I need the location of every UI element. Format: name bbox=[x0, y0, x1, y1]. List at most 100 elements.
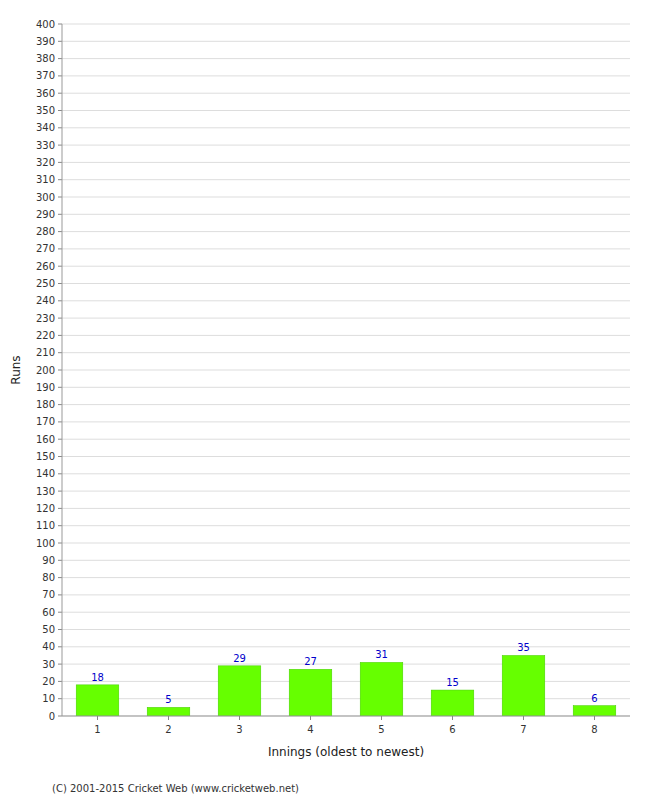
y-tick bbox=[58, 197, 62, 198]
y-tick bbox=[58, 473, 62, 474]
grid-line bbox=[62, 421, 630, 422]
y-tick-label: 10 bbox=[42, 693, 55, 704]
grid-line bbox=[62, 525, 630, 526]
y-tick bbox=[58, 698, 62, 699]
y-tick-label: 390 bbox=[36, 36, 55, 47]
grid-line bbox=[62, 629, 630, 630]
y-tick-label: 60 bbox=[42, 607, 55, 618]
x-tick bbox=[452, 716, 453, 720]
y-tick-label: 80 bbox=[42, 572, 55, 583]
x-tick-label: 3 bbox=[236, 724, 242, 735]
grid-line bbox=[62, 283, 630, 284]
y-tick-label: 140 bbox=[36, 468, 55, 479]
grid-line bbox=[62, 75, 630, 76]
y-tick-label: 0 bbox=[49, 711, 55, 722]
data-label: 5 bbox=[165, 694, 171, 705]
y-tick-label: 240 bbox=[36, 295, 55, 306]
y-tick bbox=[58, 75, 62, 76]
x-tick-label: 4 bbox=[307, 724, 313, 735]
y-tick bbox=[58, 456, 62, 457]
x-tick bbox=[523, 716, 524, 720]
grid-line bbox=[62, 352, 630, 353]
grid-line bbox=[62, 179, 630, 180]
y-tick bbox=[58, 387, 62, 388]
grid-line bbox=[62, 231, 630, 232]
y-tick-label: 370 bbox=[36, 70, 55, 81]
grid-line bbox=[62, 612, 630, 613]
y-tick-label: 150 bbox=[36, 451, 55, 462]
y-tick-label: 120 bbox=[36, 503, 55, 514]
data-label: 35 bbox=[517, 642, 530, 653]
y-tick-label: 340 bbox=[36, 122, 55, 133]
y-tick-label: 260 bbox=[36, 261, 55, 272]
y-tick bbox=[58, 594, 62, 595]
y-tick bbox=[58, 231, 62, 232]
y-tick bbox=[58, 300, 62, 301]
grid-line bbox=[62, 127, 630, 128]
x-tick-label: 6 bbox=[449, 724, 455, 735]
grid-line bbox=[62, 491, 630, 492]
grid bbox=[62, 24, 630, 716]
grid-line bbox=[62, 300, 630, 301]
y-tick-label: 190 bbox=[36, 382, 55, 393]
grid-line bbox=[62, 508, 630, 509]
grid-line bbox=[62, 543, 630, 544]
y-tick bbox=[58, 145, 62, 146]
y-tick-label: 350 bbox=[36, 105, 55, 116]
grid-line bbox=[62, 214, 630, 215]
grid-line bbox=[62, 473, 630, 474]
y-tick bbox=[58, 335, 62, 336]
x-axis: 12345678 bbox=[94, 716, 597, 735]
y-tick bbox=[58, 439, 62, 440]
grid-line bbox=[62, 577, 630, 578]
y-tick-label: 250 bbox=[36, 278, 55, 289]
y-tick bbox=[58, 41, 62, 42]
bar bbox=[573, 706, 616, 716]
y-tick bbox=[58, 543, 62, 544]
y-tick bbox=[58, 421, 62, 422]
y-tick-label: 300 bbox=[36, 192, 55, 203]
y-tick-label: 360 bbox=[36, 88, 55, 99]
x-tick-label: 1 bbox=[94, 724, 100, 735]
bar bbox=[147, 707, 190, 716]
y-tick-label: 200 bbox=[36, 365, 55, 376]
bar bbox=[289, 669, 332, 716]
bar bbox=[431, 690, 474, 716]
data-label: 18 bbox=[91, 672, 104, 683]
y-axis-label: Runs bbox=[9, 355, 23, 384]
grid-line bbox=[62, 58, 630, 59]
y-tick-label: 270 bbox=[36, 243, 55, 254]
x-tick bbox=[239, 716, 240, 720]
bar bbox=[218, 666, 261, 716]
y-tick bbox=[58, 248, 62, 249]
data-label: 27 bbox=[304, 656, 317, 667]
y-tick-label: 90 bbox=[42, 555, 55, 566]
grid-line bbox=[62, 594, 630, 595]
footer: (C) 2001-2015 Cricket Web (www.cricketwe… bbox=[52, 783, 299, 794]
y-axis-line bbox=[62, 24, 63, 716]
data-label: 15 bbox=[446, 677, 459, 688]
y-tick bbox=[58, 525, 62, 526]
y-tick-label: 110 bbox=[36, 520, 55, 531]
y-tick-label: 310 bbox=[36, 174, 55, 185]
grid-line bbox=[62, 248, 630, 249]
y-tick bbox=[58, 612, 62, 613]
grid-line bbox=[62, 646, 630, 647]
grid-line bbox=[62, 456, 630, 457]
data-labels: 18529273115356 bbox=[91, 642, 598, 705]
y-tick bbox=[58, 577, 62, 578]
y-tick-label: 290 bbox=[36, 209, 55, 220]
grid-line bbox=[62, 162, 630, 163]
y-tick-label: 20 bbox=[42, 676, 55, 687]
grid-line bbox=[62, 387, 630, 388]
y-tick bbox=[58, 716, 62, 717]
y-tick bbox=[58, 629, 62, 630]
y-tick bbox=[58, 560, 62, 561]
y-tick bbox=[58, 58, 62, 59]
y-tick bbox=[58, 352, 62, 353]
y-tick-label: 30 bbox=[42, 659, 55, 670]
grid-line bbox=[62, 24, 630, 25]
grid-line bbox=[62, 404, 630, 405]
y-tick bbox=[58, 214, 62, 215]
x-tick bbox=[168, 716, 169, 720]
